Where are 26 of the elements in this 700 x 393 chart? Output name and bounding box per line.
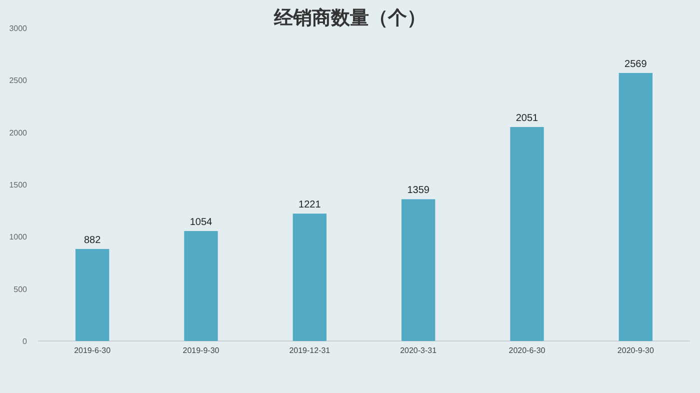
y-tick-label: 0: [22, 337, 28, 346]
y-tick-label: 3000: [9, 24, 28, 33]
y-tick-label: 500: [14, 284, 28, 294]
bar: [401, 199, 436, 341]
x-tick-label: 2019-12-31: [289, 346, 331, 355]
bar: [75, 248, 110, 341]
data-label: 1054: [190, 217, 213, 228]
bar: [510, 127, 544, 341]
x-tick-label: 2019-6-30: [74, 346, 112, 355]
bar: [184, 231, 218, 341]
data-label: 2569: [624, 58, 648, 70]
x-tick-label: 2019-9-30: [182, 346, 220, 355]
x-tick-label: 2020-3-31: [400, 346, 438, 355]
x-tick-label: 2020-9-30: [617, 346, 654, 355]
data-label: 1359: [407, 185, 430, 196]
chart-title: 经销商数量（个）: [273, 7, 426, 29]
data-label: 882: [84, 234, 102, 246]
y-tick-label: 1500: [9, 180, 28, 190]
y-tick-label: 2500: [9, 76, 28, 86]
y-tick-label: 1000: [9, 232, 28, 242]
data-label: 1221: [298, 200, 322, 211]
y-tick-label: 2000: [9, 128, 28, 138]
bar: [618, 72, 653, 341]
bar: [292, 214, 327, 341]
x-tick-label: 2020-6-30: [508, 346, 546, 355]
data-label: 2051: [516, 113, 539, 124]
